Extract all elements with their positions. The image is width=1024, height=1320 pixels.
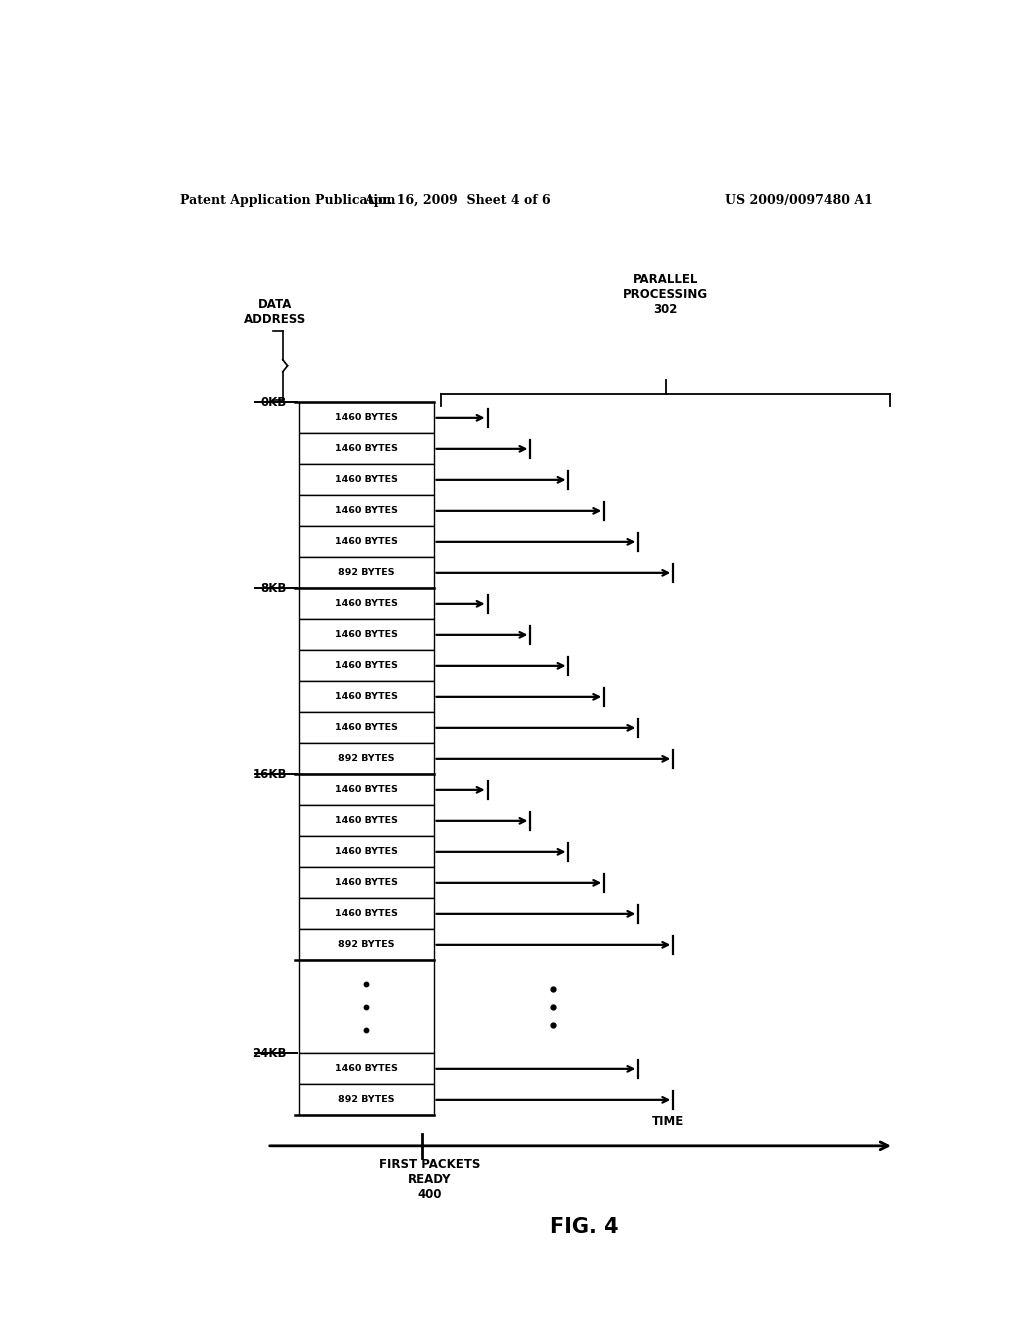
Bar — [299, 589, 433, 619]
Text: 1460 BYTES: 1460 BYTES — [335, 785, 397, 795]
Bar — [299, 837, 433, 867]
Text: 1460 BYTES: 1460 BYTES — [335, 599, 397, 609]
Text: 1460 BYTES: 1460 BYTES — [335, 507, 397, 515]
Text: 8KB: 8KB — [260, 582, 287, 595]
Bar — [299, 929, 433, 961]
Bar — [299, 403, 433, 433]
Bar — [299, 805, 433, 837]
Bar — [299, 867, 433, 899]
Bar — [299, 465, 433, 495]
Text: Apr. 16, 2009  Sheet 4 of 6: Apr. 16, 2009 Sheet 4 of 6 — [364, 194, 551, 207]
Bar — [299, 899, 433, 929]
Text: 892 BYTES: 892 BYTES — [338, 940, 394, 949]
Bar — [299, 527, 433, 557]
Text: 1460 BYTES: 1460 BYTES — [335, 878, 397, 887]
Text: 0KB: 0KB — [260, 396, 287, 409]
Text: 1460 BYTES: 1460 BYTES — [335, 537, 397, 546]
Text: 1460 BYTES: 1460 BYTES — [335, 1064, 397, 1073]
Text: DATA
ADDRESS: DATA ADDRESS — [244, 298, 306, 326]
Bar — [299, 775, 433, 805]
Text: Patent Application Publication: Patent Application Publication — [179, 194, 395, 207]
Text: 24KB: 24KB — [252, 1047, 287, 1060]
Text: FIRST PACKETS
READY
400: FIRST PACKETS READY 400 — [379, 1158, 480, 1201]
Bar — [299, 1053, 433, 1084]
Text: 1460 BYTES: 1460 BYTES — [335, 909, 397, 919]
Text: 1460 BYTES: 1460 BYTES — [335, 475, 397, 484]
Text: 892 BYTES: 892 BYTES — [338, 754, 394, 763]
Bar — [299, 1084, 433, 1115]
Text: PARALLEL
PROCESSING
302: PARALLEL PROCESSING 302 — [623, 273, 709, 315]
Bar — [299, 557, 433, 589]
Bar — [299, 743, 433, 775]
Text: 1460 BYTES: 1460 BYTES — [335, 631, 397, 639]
Bar — [299, 681, 433, 713]
Text: 1460 BYTES: 1460 BYTES — [335, 816, 397, 825]
Text: 892 BYTES: 892 BYTES — [338, 569, 394, 577]
Text: 892 BYTES: 892 BYTES — [338, 1096, 394, 1105]
Text: 1460 BYTES: 1460 BYTES — [335, 413, 397, 422]
Text: TIME: TIME — [651, 1114, 684, 1127]
Text: 16KB: 16KB — [252, 768, 287, 781]
Bar — [299, 961, 433, 1053]
Text: 1460 BYTES: 1460 BYTES — [335, 847, 397, 857]
Bar — [299, 495, 433, 527]
Bar — [299, 619, 433, 651]
Text: 1460 BYTES: 1460 BYTES — [335, 692, 397, 701]
Bar — [299, 713, 433, 743]
Bar — [299, 433, 433, 465]
Text: FIG. 4: FIG. 4 — [550, 1217, 618, 1237]
Text: 1460 BYTES: 1460 BYTES — [335, 723, 397, 733]
Text: 1460 BYTES: 1460 BYTES — [335, 661, 397, 671]
Text: US 2009/0097480 A1: US 2009/0097480 A1 — [725, 194, 872, 207]
Text: 1460 BYTES: 1460 BYTES — [335, 445, 397, 453]
Bar — [299, 651, 433, 681]
